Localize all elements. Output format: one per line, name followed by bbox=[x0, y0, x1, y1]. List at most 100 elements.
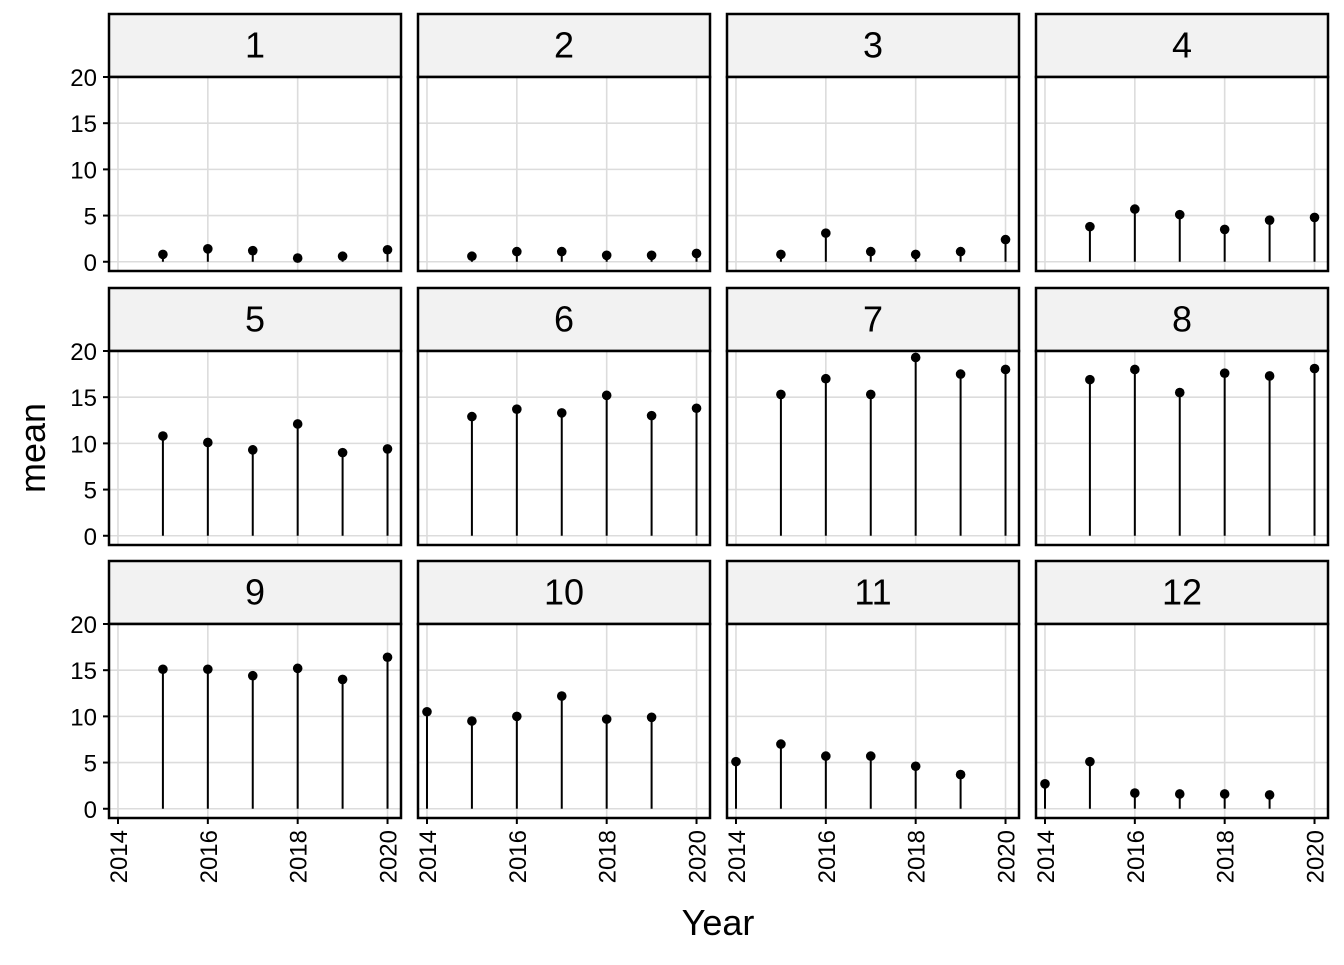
panel-background bbox=[727, 624, 1019, 818]
x-tick-label: 2020 bbox=[1303, 830, 1330, 883]
x-tick-label: 2018 bbox=[904, 830, 931, 883]
data-point bbox=[1000, 234, 1011, 245]
facet-panel-2: 2 bbox=[416, 12, 712, 273]
x-axis-title: Year bbox=[682, 902, 755, 943]
facet-label: 5 bbox=[245, 299, 265, 340]
data-point bbox=[955, 246, 966, 257]
data-point bbox=[1219, 224, 1230, 235]
facet-strip bbox=[725, 559, 1021, 626]
facet-panel-9: 9 0 5 10 15 20 2014 2016 2018 2020 bbox=[70, 559, 403, 883]
facet-strip bbox=[416, 559, 712, 626]
y-tick-label: 10 bbox=[70, 431, 97, 458]
panel-background bbox=[1036, 77, 1328, 271]
facet-strip bbox=[107, 12, 403, 79]
data-point bbox=[1219, 789, 1230, 799]
x-tick-label: 2016 bbox=[1123, 830, 1150, 883]
y-tick-label: 0 bbox=[84, 797, 97, 824]
data-point bbox=[467, 716, 477, 726]
data-point bbox=[556, 408, 567, 418]
data-point bbox=[203, 244, 213, 254]
data-point bbox=[382, 444, 393, 454]
data-point bbox=[467, 251, 477, 262]
y-tick-label: 0 bbox=[84, 524, 97, 551]
y-tick-label: 5 bbox=[84, 478, 97, 505]
data-point bbox=[1264, 215, 1275, 225]
data-point bbox=[910, 352, 921, 363]
data-point bbox=[512, 711, 522, 722]
y-tick-label: 10 bbox=[70, 704, 97, 731]
data-point bbox=[1174, 209, 1185, 220]
data-point bbox=[1264, 371, 1275, 381]
x-tick-label: 2014 bbox=[724, 830, 751, 883]
data-point bbox=[1264, 790, 1275, 800]
data-point bbox=[646, 712, 657, 723]
data-point bbox=[203, 664, 213, 675]
data-point bbox=[601, 250, 612, 261]
x-tick-label: 2016 bbox=[814, 830, 841, 883]
data-point bbox=[292, 419, 303, 429]
facet-panel-6: 6 bbox=[416, 286, 712, 547]
data-point bbox=[1130, 364, 1140, 375]
data-point bbox=[865, 751, 876, 761]
data-point bbox=[1130, 204, 1140, 214]
data-point bbox=[1085, 221, 1095, 232]
data-point bbox=[865, 389, 876, 400]
data-point bbox=[601, 714, 612, 724]
data-point bbox=[247, 445, 258, 455]
x-tick-label: 2016 bbox=[196, 830, 223, 883]
data-point bbox=[247, 670, 258, 681]
facet-label: 11 bbox=[854, 572, 891, 613]
data-point bbox=[955, 369, 966, 379]
x-tick-label: 2014 bbox=[106, 830, 133, 883]
facet-label: 6 bbox=[554, 299, 574, 340]
data-point bbox=[601, 390, 612, 401]
facet-panel-8: 8 bbox=[1034, 286, 1330, 547]
facet-strip bbox=[1034, 12, 1330, 79]
facet-strip bbox=[416, 12, 712, 79]
panel-border bbox=[107, 349, 403, 547]
data-point bbox=[955, 769, 966, 780]
panel-background bbox=[418, 351, 710, 545]
panel-border bbox=[416, 75, 712, 273]
x-tick-label: 2020 bbox=[376, 830, 403, 883]
data-point bbox=[1000, 364, 1011, 375]
y-tick-label: 15 bbox=[70, 385, 97, 412]
data-point bbox=[203, 437, 213, 448]
y-tick-label: 0 bbox=[84, 250, 97, 277]
facet-strip bbox=[725, 286, 1021, 353]
data-point bbox=[158, 431, 168, 441]
data-point bbox=[821, 751, 831, 761]
x-tick-label: 2018 bbox=[286, 830, 313, 883]
data-point bbox=[382, 244, 393, 255]
facet-panel-10: 10 2014 2016 2018 2020 bbox=[415, 559, 712, 883]
panel-border bbox=[725, 349, 1021, 547]
data-point bbox=[337, 447, 348, 458]
facet-panel-5: 5 0 5 10 15 20 bbox=[70, 286, 403, 551]
y-tick-label: 15 bbox=[70, 111, 97, 138]
panel-background bbox=[727, 351, 1019, 545]
panel-border bbox=[1034, 75, 1330, 273]
facet-label: 9 bbox=[245, 572, 265, 613]
panel-background bbox=[418, 77, 710, 271]
x-tick-label: 2014 bbox=[1033, 830, 1060, 883]
data-point bbox=[691, 403, 702, 414]
facet-label: 10 bbox=[544, 572, 584, 613]
y-tick-label: 20 bbox=[70, 612, 97, 639]
facet-label: 3 bbox=[863, 25, 883, 66]
y-tick-label: 5 bbox=[84, 751, 97, 778]
data-point bbox=[556, 246, 567, 257]
data-point bbox=[1130, 788, 1140, 798]
y-tick-label: 15 bbox=[70, 658, 97, 685]
data-point bbox=[292, 253, 303, 263]
y-tick-label: 10 bbox=[70, 157, 97, 184]
x-tick-label: 2020 bbox=[685, 830, 712, 883]
data-point bbox=[821, 373, 831, 384]
facet-strip bbox=[107, 559, 403, 626]
x-tick-label: 2018 bbox=[595, 830, 622, 883]
x-tick-label: 2014 bbox=[415, 830, 442, 883]
data-point bbox=[382, 652, 393, 663]
facet-label: 8 bbox=[1172, 299, 1192, 340]
facet-panel-12: 12 2014 2016 2018 2020 bbox=[1033, 559, 1330, 883]
